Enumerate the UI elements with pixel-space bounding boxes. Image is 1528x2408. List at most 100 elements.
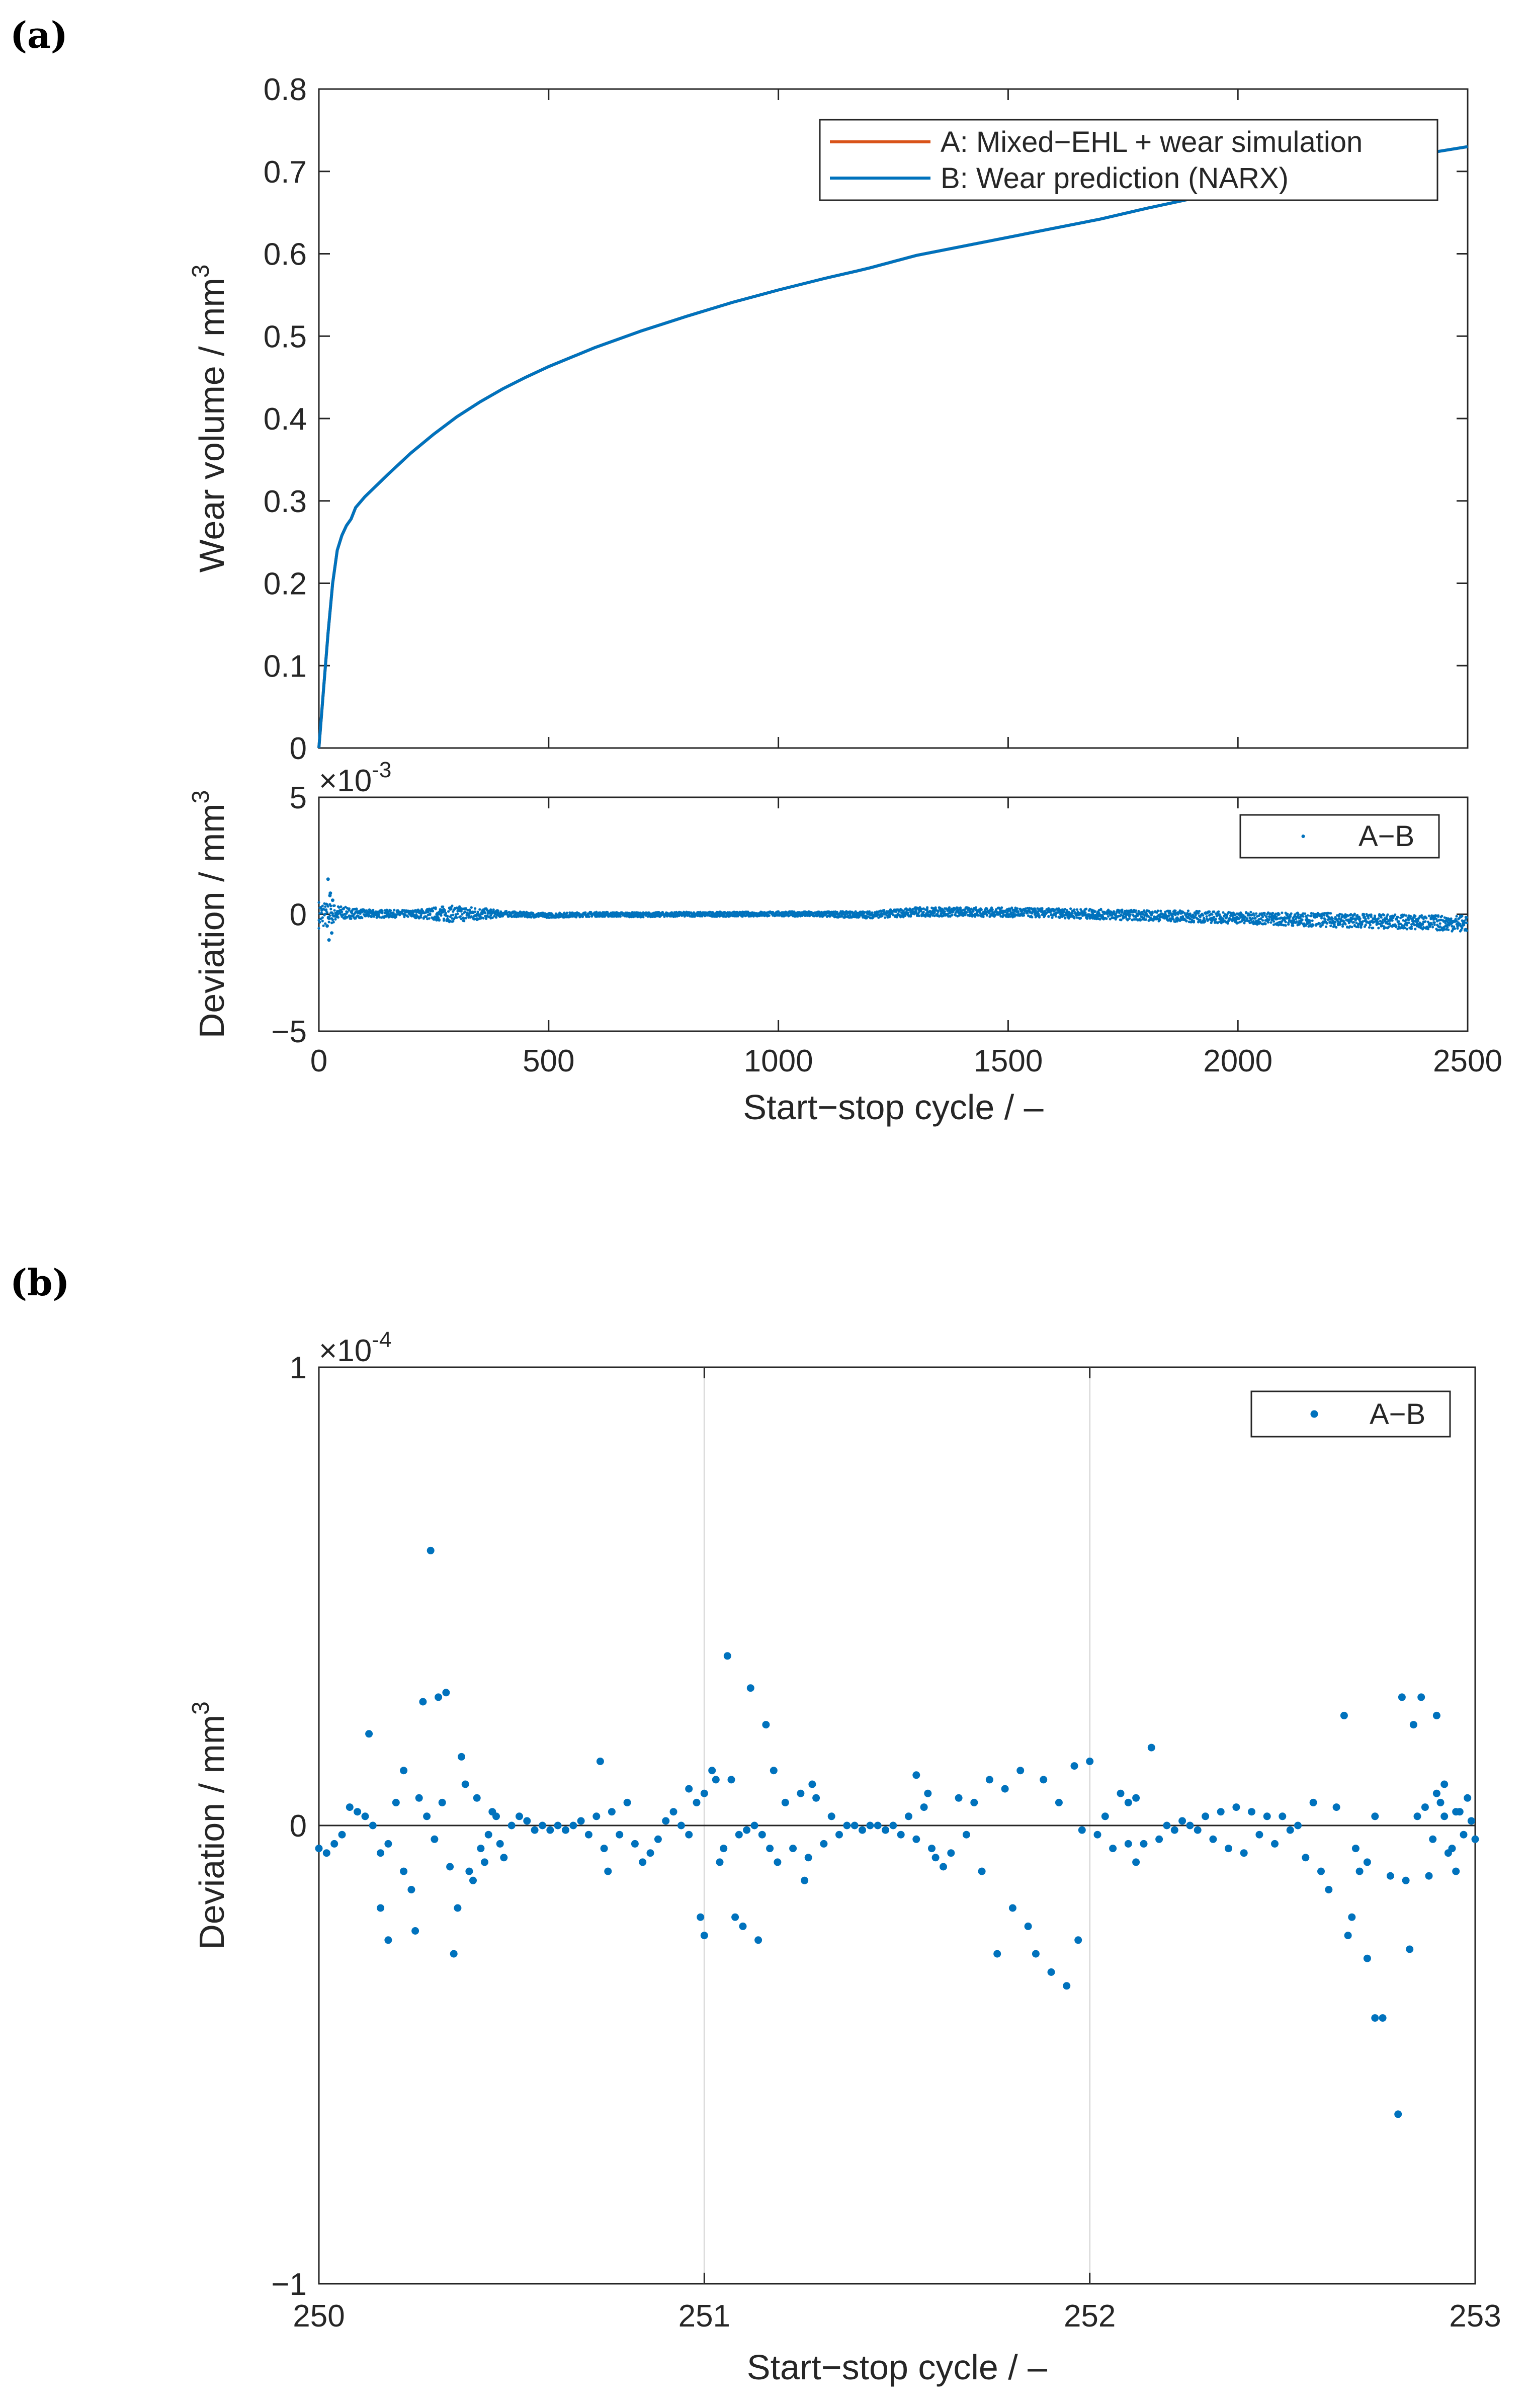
data-point — [333, 904, 336, 907]
data-point — [1386, 913, 1389, 916]
data-point — [394, 914, 398, 918]
data-point — [328, 917, 331, 920]
data-point — [1333, 923, 1336, 926]
data-point — [1432, 1711, 1440, 1719]
wear-volume-chart: 0 0.1 0.2 0.3 0.4 0.5 0.6 0.7 0.8 Wear volume / m… — [188, 72, 1469, 766]
data-point — [1359, 917, 1362, 920]
data-point — [1391, 919, 1394, 922]
data-point — [324, 905, 327, 908]
data-point — [867, 915, 870, 918]
data-point — [1112, 910, 1116, 913]
data-point — [1348, 1913, 1356, 1921]
data-point — [1069, 907, 1072, 910]
data-point — [851, 1821, 859, 1830]
data-point — [473, 1794, 481, 1802]
data-point — [708, 1767, 716, 1775]
data-point — [889, 1821, 897, 1830]
data-point — [482, 917, 485, 920]
data-point — [1263, 914, 1266, 917]
data-point — [1130, 908, 1133, 911]
data-point — [447, 910, 450, 913]
data-point — [406, 915, 409, 918]
data-point — [389, 909, 392, 912]
data-point — [1129, 913, 1132, 916]
data-point — [1363, 916, 1366, 919]
data-point — [438, 918, 441, 921]
data-point — [1211, 913, 1214, 916]
x-tick-label: 251 — [678, 2299, 730, 2334]
data-point — [342, 907, 345, 910]
data-point — [438, 1798, 446, 1806]
data-point — [456, 912, 459, 916]
data-point — [336, 916, 340, 919]
data-point — [1464, 1794, 1472, 1802]
data-point — [325, 911, 329, 914]
data-point — [1192, 914, 1195, 917]
data-point — [1371, 2014, 1379, 2022]
data-point — [1323, 914, 1326, 917]
data-point — [1304, 924, 1307, 927]
data-point — [346, 910, 349, 914]
data-point — [334, 918, 337, 921]
data-point — [372, 908, 375, 911]
data-point — [866, 1821, 874, 1830]
data-point — [1351, 1845, 1360, 1853]
data-point — [758, 1831, 766, 1839]
data-point — [955, 1794, 963, 1802]
data-point — [1367, 917, 1370, 920]
data-point — [991, 908, 994, 911]
data-point — [1227, 920, 1230, 923]
data-point — [1363, 1858, 1371, 1866]
data-point — [1352, 917, 1355, 920]
data-point — [1065, 909, 1068, 912]
data-point — [384, 1840, 392, 1848]
data-point — [491, 916, 494, 919]
data-point — [1407, 921, 1410, 924]
data-point — [1248, 917, 1251, 920]
data-point — [1416, 920, 1419, 923]
legend-entry: B: Wear prediction (NARX) — [941, 162, 1289, 195]
data-point — [477, 1845, 485, 1853]
data-point — [523, 1817, 531, 1825]
data-point — [1409, 1721, 1417, 1729]
x-axis-label: Start−stop cycle / – — [743, 1088, 1043, 1127]
data-point — [1317, 1867, 1325, 1875]
data-point — [1413, 924, 1416, 927]
data-point — [1127, 911, 1130, 915]
data-point — [924, 1789, 932, 1797]
data-point — [1309, 1798, 1317, 1806]
data-point — [1448, 924, 1451, 927]
data-point — [1436, 914, 1440, 917]
data-point — [1275, 915, 1278, 918]
legend-box — [819, 119, 1438, 201]
data-point — [1352, 921, 1355, 924]
data-point — [1126, 919, 1129, 922]
y-tick-label: 0.2 — [264, 567, 307, 602]
data-point — [455, 916, 458, 919]
data-point — [1264, 922, 1267, 925]
data-point — [768, 914, 771, 917]
data-point — [1163, 1821, 1171, 1830]
data-point — [1302, 915, 1305, 918]
data-point — [985, 907, 988, 910]
data-point — [1290, 912, 1293, 915]
data-point — [631, 1840, 639, 1848]
data-point — [1287, 921, 1290, 924]
data-point — [1117, 1789, 1125, 1797]
data-point — [1394, 924, 1398, 927]
data-point — [1034, 909, 1037, 912]
x-tick-label: 250 — [293, 2299, 345, 2334]
data-point — [1143, 916, 1146, 919]
data-point — [623, 1798, 631, 1806]
data-point — [1005, 915, 1008, 918]
data-point — [377, 1849, 385, 1857]
data-point — [461, 1780, 469, 1788]
data-point — [446, 915, 449, 918]
data-point — [1047, 915, 1050, 918]
data-point — [1385, 917, 1388, 921]
data-point — [743, 1826, 751, 1834]
data-point — [877, 910, 880, 914]
data-point — [843, 1821, 851, 1830]
data-point — [1217, 910, 1220, 913]
data-point — [1463, 924, 1466, 927]
